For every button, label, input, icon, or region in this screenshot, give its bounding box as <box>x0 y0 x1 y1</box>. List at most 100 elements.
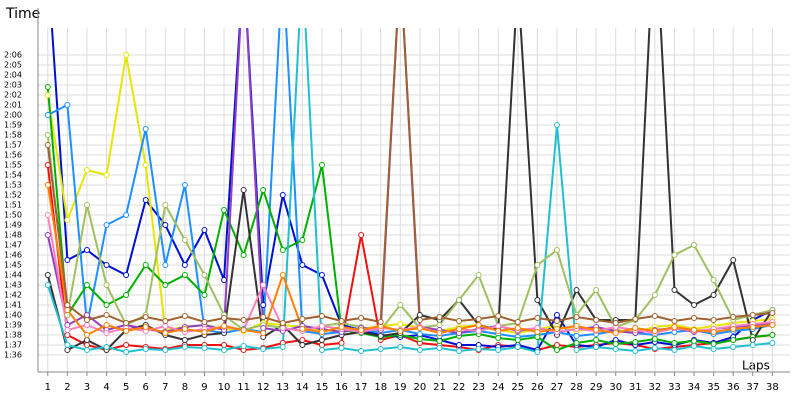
lap-marker <box>221 342 228 348</box>
y-tick-label: 1:40 <box>4 311 22 320</box>
lap-marker <box>651 313 658 319</box>
lap-marker <box>240 317 247 323</box>
lap-marker <box>260 325 267 331</box>
lap-marker <box>64 307 71 313</box>
lap-marker <box>377 346 384 352</box>
y-tick-label: 2:06 <box>4 51 22 60</box>
lap-marker <box>279 192 286 198</box>
x-tick-label: 32 <box>649 382 662 393</box>
lap-marker <box>749 312 756 318</box>
x-tick-label: 35 <box>707 382 720 393</box>
x-tick-label: 37 <box>746 382 759 393</box>
series-line <box>47 28 773 339</box>
lap-marker <box>83 317 90 323</box>
lap-marker <box>397 328 404 334</box>
lap-marker <box>221 207 228 213</box>
lap-marker <box>475 322 482 328</box>
lap-marker <box>240 327 247 333</box>
lap-marker <box>318 162 325 168</box>
lap-marker <box>299 316 306 322</box>
lap-marker <box>416 312 423 318</box>
lap-marker <box>221 315 228 321</box>
y-tick-label: 1:55 <box>4 161 22 170</box>
lap-marker <box>475 346 482 352</box>
lap-marker <box>44 182 51 188</box>
lap-marker <box>358 315 365 321</box>
lap-marker <box>123 342 130 348</box>
lap-marker <box>573 314 580 320</box>
lap-marker <box>201 345 208 351</box>
lap-marker <box>730 326 737 332</box>
lap-marker <box>671 318 678 324</box>
lap-marker <box>44 232 51 238</box>
lap-marker <box>436 322 443 328</box>
x-tick-label: 27 <box>551 382 564 393</box>
y-tick-label: 1:39 <box>4 321 22 330</box>
series-line <box>46 28 773 335</box>
x-tick-label: 22 <box>453 382 466 393</box>
y-tick-label: 1:44 <box>4 271 22 280</box>
lap-marker <box>123 52 130 58</box>
x-tick-label: 23 <box>472 382 485 393</box>
lap-marker <box>83 342 90 348</box>
lap-marker <box>593 327 600 333</box>
lap-marker <box>64 327 71 333</box>
lap-marker <box>83 332 90 338</box>
lap-marker <box>651 336 658 342</box>
lap-marker <box>358 327 365 333</box>
lap-marker <box>456 326 463 332</box>
lap-marker <box>318 313 325 319</box>
y-tick-label: 1:45 <box>4 261 22 270</box>
lap-marker <box>123 328 130 334</box>
lap-marker <box>416 317 423 323</box>
x-tick-label: 9 <box>201 382 207 393</box>
lap-marker <box>612 320 619 326</box>
x-tick-label: 36 <box>727 382 740 393</box>
lap-marker <box>83 202 90 208</box>
x-tick-label: 30 <box>609 382 622 393</box>
x-tick-label: 2 <box>64 382 70 393</box>
y-tick-label: 1:41 <box>4 301 22 310</box>
lap-marker <box>162 222 169 228</box>
x-tick-label: 18 <box>374 382 387 393</box>
x-tick-label: 33 <box>668 382 681 393</box>
lap-marker <box>593 337 600 343</box>
plot-area <box>44 28 776 355</box>
lap-marker <box>162 262 169 268</box>
lap-marker <box>358 348 365 354</box>
lap-marker <box>103 172 110 178</box>
series-line <box>46 86 773 352</box>
lap-marker <box>221 347 228 353</box>
lap-marker <box>632 339 639 345</box>
lap-marker <box>730 257 737 263</box>
lap-marker <box>279 272 286 278</box>
lap-marker <box>221 323 228 329</box>
lap-marker <box>44 272 51 278</box>
lap-marker <box>201 319 208 325</box>
lap-marker <box>691 338 698 344</box>
lap-marker <box>260 346 267 352</box>
x-tick-label: 10 <box>218 382 231 393</box>
lap-marker <box>260 187 267 193</box>
lap-marker <box>103 222 110 228</box>
lap-marker <box>201 272 208 278</box>
lap-marker <box>514 325 521 331</box>
lap-marker <box>64 312 71 318</box>
lap-marker <box>279 325 286 331</box>
lap-marker <box>534 349 541 355</box>
lap-marker <box>612 346 619 352</box>
lap-marker <box>64 217 71 223</box>
lap-marker <box>691 343 698 349</box>
y-tick-label: 2:04 <box>4 71 22 80</box>
lap-marker <box>44 112 51 118</box>
lap-marker <box>181 262 188 268</box>
lap-marker <box>436 314 443 320</box>
lap-marker <box>260 302 267 308</box>
x-tick-label: 13 <box>276 382 289 393</box>
lap-marker <box>162 318 169 324</box>
x-tick-label: 20 <box>414 382 427 393</box>
lap-marker <box>416 325 423 331</box>
lap-marker <box>377 333 384 339</box>
series-line <box>46 184 773 337</box>
